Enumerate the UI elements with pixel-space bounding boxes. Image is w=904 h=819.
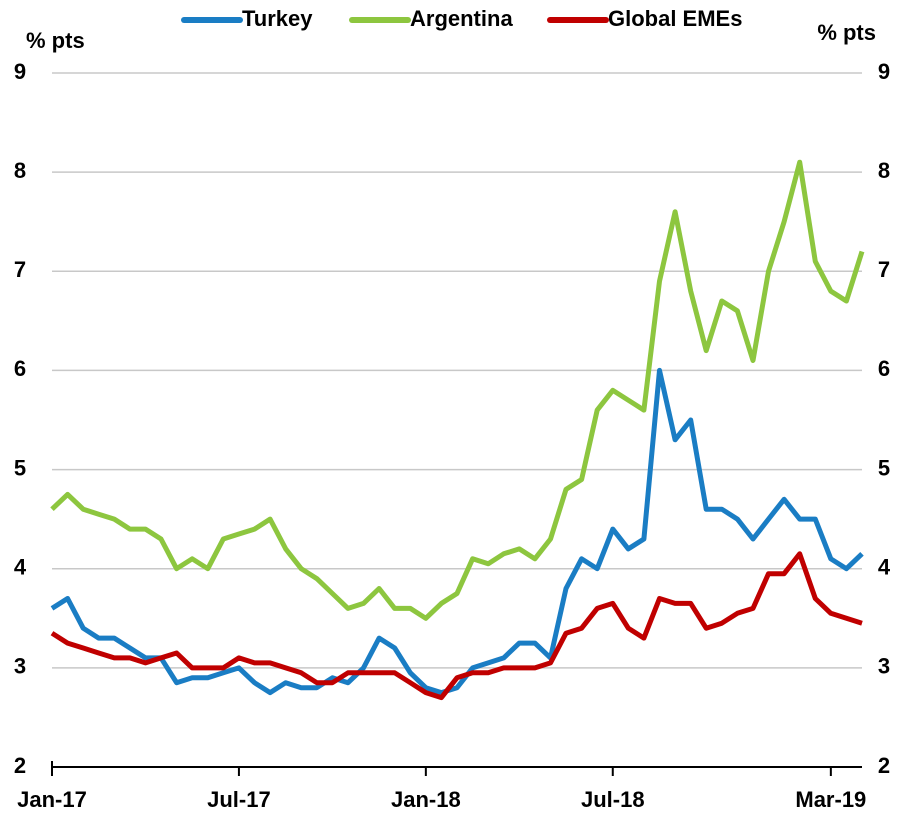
y2-tick-label: 7 [878, 257, 890, 282]
y-tick-label: 5 [14, 455, 26, 480]
x-tick-label: Jul-18 [581, 787, 645, 812]
y-tick-label: 6 [14, 356, 26, 381]
legend-label: Argentina [410, 6, 513, 31]
y2-tick-label: 2 [878, 753, 890, 778]
y2-tick-label: 5 [878, 455, 890, 480]
series-line [50, 551, 863, 701]
legend-label: Turkey [242, 6, 313, 31]
x-tick-label: Jul-17 [207, 787, 271, 812]
y-tick-label: 3 [14, 654, 26, 679]
y2-tick-label: 9 [878, 59, 890, 84]
y2-tick-label: 6 [878, 356, 890, 381]
x-tick-label: Mar-19 [795, 787, 866, 812]
y2-tick-label: 8 [878, 158, 890, 183]
y-tick-label: 4 [14, 555, 27, 580]
y-tick-label: 2 [14, 753, 26, 778]
x-tick-label: Jan-18 [391, 787, 461, 812]
y-tick-label: 8 [14, 158, 26, 183]
y-axis-label: % pts [26, 28, 85, 53]
y-tick-label: 7 [14, 257, 26, 282]
series-line [50, 367, 864, 696]
y-tick-label: 9 [14, 59, 26, 84]
legend-label: Global EMEs [608, 6, 742, 31]
series-line [50, 159, 865, 621]
y2-tick-label: 3 [878, 654, 890, 679]
y2-tick-label: 4 [878, 555, 891, 580]
x-tick-label: Jan-17 [17, 787, 87, 812]
y2-axis-label: % pts [817, 20, 876, 45]
